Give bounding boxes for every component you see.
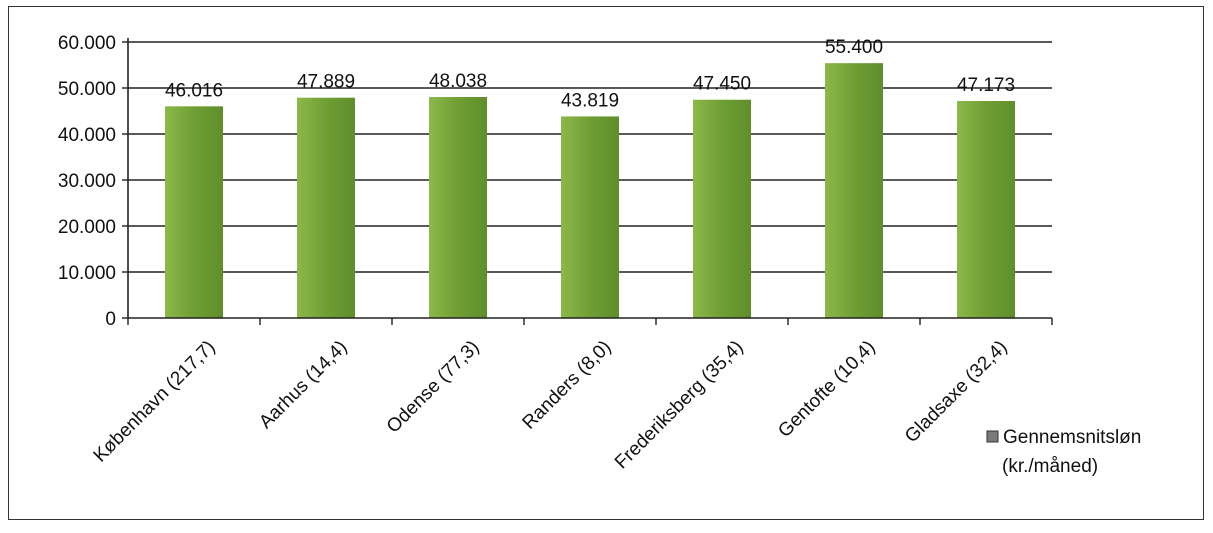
bar xyxy=(297,97,355,318)
legend-label-line1: Gennemsnitsløn xyxy=(1003,427,1141,448)
axes xyxy=(122,38,1053,325)
y-tick-label: 0 xyxy=(105,309,116,330)
y-tick-label: 50.000 xyxy=(58,79,116,100)
bar xyxy=(693,99,751,318)
data-label: 46.016 xyxy=(165,80,223,101)
data-label: 48.038 xyxy=(429,71,487,92)
y-tick-label: 20.000 xyxy=(58,217,116,238)
bar xyxy=(165,106,223,318)
bar xyxy=(825,63,883,318)
y-tick-label: 60.000 xyxy=(58,33,116,54)
data-label: 47.450 xyxy=(693,74,751,95)
legend-swatch xyxy=(986,430,999,443)
y-tick-label: 10.000 xyxy=(58,263,116,284)
y-tick-labels: 0 10.000 20.000 30.000 40.000 50.000 60.000 xyxy=(58,33,116,330)
category-label: Gentofte (10,4) xyxy=(774,337,879,442)
bar xyxy=(561,116,619,318)
category-label: Frederiksberg (35,4) xyxy=(611,337,748,474)
legend-label-line2: (kr./måned) xyxy=(1002,456,1098,477)
bars xyxy=(165,63,1015,318)
category-label: Randers (8,0) xyxy=(519,337,616,434)
legend: Gennemsnitsløn (kr./måned) xyxy=(986,427,1141,477)
y-tick-label: 40.000 xyxy=(58,125,116,146)
data-label: 55.400 xyxy=(825,37,883,58)
category-label: Aarhus (14,4) xyxy=(255,337,351,433)
data-label: 47.889 xyxy=(297,72,355,93)
data-label: 47.173 xyxy=(957,75,1015,96)
category-label: København (217,7) xyxy=(90,337,220,467)
data-label: 43.819 xyxy=(561,90,619,111)
data-labels: 46.016 47.889 48.038 43.819 47.450 55.400 47.1… xyxy=(165,37,1015,111)
y-tick-label: 30.000 xyxy=(58,171,116,192)
bar xyxy=(429,97,487,318)
gridlines xyxy=(128,41,1052,273)
category-label: Odense (77,3) xyxy=(383,337,484,438)
category-labels: København (217,7) Aarhus (14,4) Odense (77… xyxy=(90,337,1012,474)
bar xyxy=(957,101,1015,318)
